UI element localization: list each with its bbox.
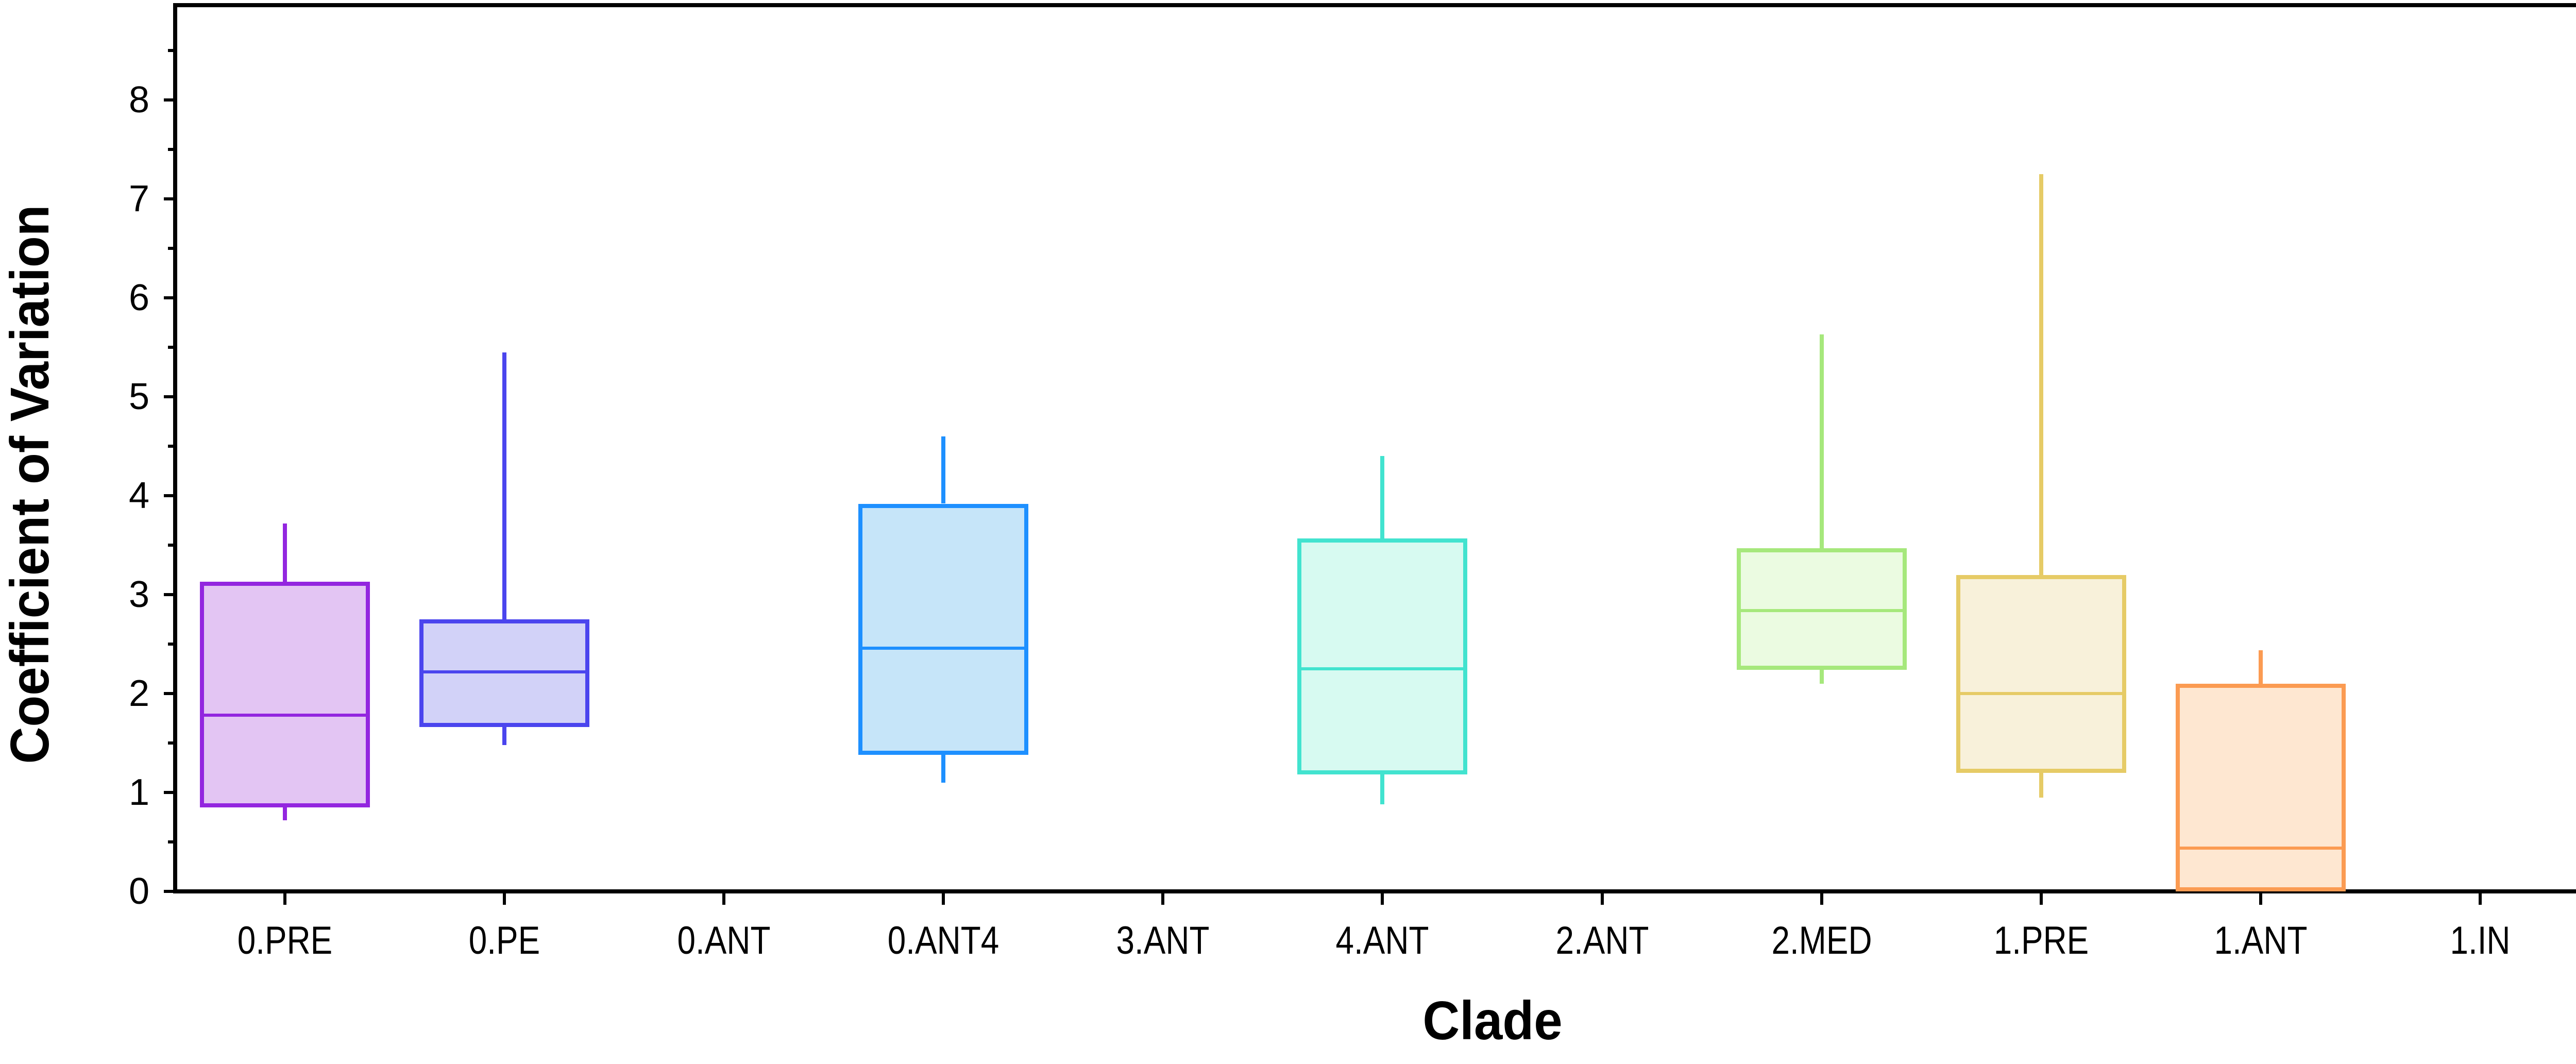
median-line-0.ANT4: [862, 646, 1025, 650]
y-major-tick: [164, 791, 173, 795]
y-minor-tick: [168, 49, 173, 53]
median-line-1.ANT: [2179, 846, 2342, 850]
y-major-tick: [164, 494, 173, 498]
x-tick: [503, 893, 506, 905]
x-tick-label-0.ANT: 0.ANT: [677, 919, 771, 962]
y-minor-tick: [168, 544, 173, 547]
y-tick-label: 1: [128, 772, 149, 814]
x-tick-label-1.IN: 1.IN: [2450, 919, 2511, 962]
whisker-high-1.ANT: [2258, 650, 2263, 684]
y-major-tick: [164, 692, 173, 696]
y-major-tick: [164, 98, 173, 102]
y-tick-label: 8: [128, 79, 149, 121]
y-minor-tick: [168, 247, 173, 250]
x-tick: [1161, 893, 1165, 905]
x-tick-label-0.PRE: 0.PRE: [237, 919, 333, 962]
y-tick-label: 3: [128, 574, 149, 616]
whisker-low-2.MED: [1819, 670, 1824, 684]
whisker-low-0.ANT4: [941, 755, 946, 783]
x-tick: [1381, 893, 1384, 905]
box-1.PRE: [1956, 575, 2126, 773]
y-minor-tick: [168, 148, 173, 151]
y-minor-tick: [168, 643, 173, 646]
median-line-1.PRE: [1960, 692, 2122, 696]
x-tick: [283, 893, 287, 905]
y-major-tick: [164, 296, 173, 300]
y-minor-tick: [168, 445, 173, 448]
x-tick-label-2.ANT: 2.ANT: [1555, 919, 1649, 962]
median-line-2.MED: [1740, 609, 1903, 612]
whisker-low-1.PRE: [2039, 772, 2043, 798]
y-major-tick: [164, 890, 173, 893]
median-line-0.PE: [423, 670, 586, 673]
x-axis-title: Clade: [1422, 990, 1563, 1051]
y-major-tick: [164, 395, 173, 399]
whisker-high-0.ANT4: [941, 436, 946, 504]
x-tick: [1820, 893, 1823, 905]
x-tick: [2039, 893, 2043, 905]
whisker-low-4.ANT: [1380, 774, 1385, 805]
y-tick-label: 0: [128, 871, 149, 912]
x-tick-label-0.PE: 0.PE: [468, 919, 540, 962]
box-4.ANT: [1297, 538, 1468, 775]
box-0.PRE: [200, 582, 370, 807]
y-axis-title: Coefficient of Variation: [0, 205, 60, 764]
y-minor-tick: [168, 741, 173, 745]
plot-frame: [173, 3, 2576, 893]
x-tick-label-4.ANT: 4.ANT: [1335, 919, 1429, 962]
x-tick-label-1.PRE: 1.PRE: [1993, 919, 2089, 962]
y-tick-label: 2: [128, 673, 149, 715]
box-0.ANT4: [858, 503, 1029, 755]
whisker-low-0.PE: [502, 727, 507, 745]
y-minor-tick: [168, 346, 173, 349]
y-tick-label: 5: [128, 376, 149, 418]
whisker-high-1.PRE: [2039, 174, 2043, 575]
x-tick-label-2.MED: 2.MED: [1771, 919, 1872, 962]
x-tick: [2259, 893, 2262, 905]
whisker-high-0.PRE: [283, 523, 287, 582]
x-tick: [942, 893, 945, 905]
whisker-high-2.MED: [1819, 334, 1824, 548]
x-tick-label-0.ANT4: 0.ANT4: [888, 919, 999, 962]
whisker-high-4.ANT: [1380, 456, 1385, 538]
whisker-low-0.PRE: [283, 807, 287, 820]
y-major-tick: [164, 197, 173, 201]
x-tick: [722, 893, 726, 905]
whisker-high-0.PE: [502, 352, 507, 620]
y-tick-label: 7: [128, 178, 149, 220]
median-line-4.ANT: [1301, 667, 1464, 671]
y-tick-label: 4: [128, 475, 149, 517]
y-minor-tick: [168, 840, 173, 844]
x-tick: [2478, 893, 2482, 905]
box-1.ANT: [2175, 683, 2346, 891]
x-tick-label-3.ANT: 3.ANT: [1116, 919, 1210, 962]
x-tick-label-1.ANT: 1.ANT: [2214, 919, 2308, 962]
y-major-tick: [164, 593, 173, 597]
median-line-0.PRE: [204, 714, 366, 717]
x-tick: [1600, 893, 1604, 905]
y-tick-label: 6: [128, 277, 149, 319]
